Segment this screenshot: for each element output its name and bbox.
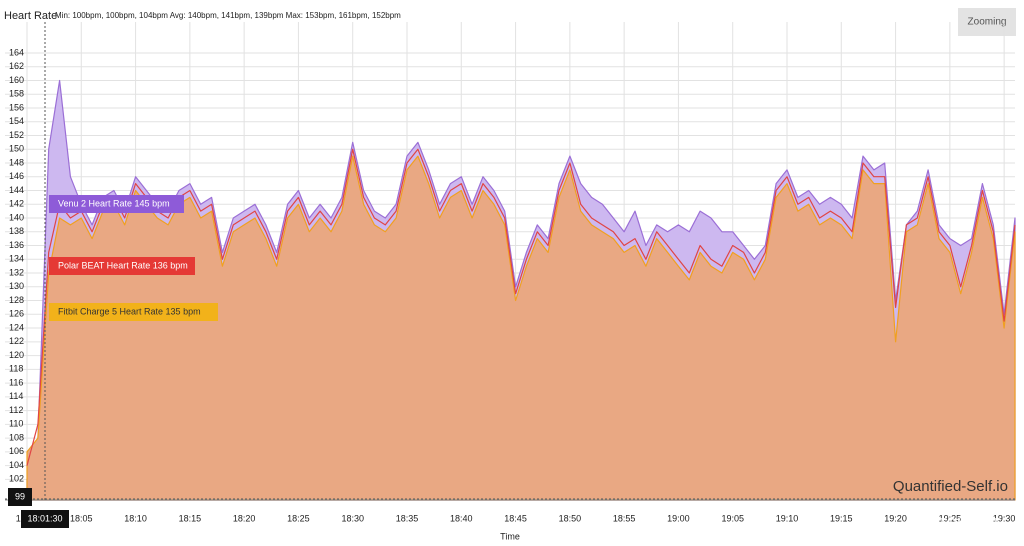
x-tick-label: 18:35 [396, 513, 419, 523]
y-tick-label: 102 [9, 474, 24, 484]
y-tick-label: 160 [9, 75, 24, 85]
y-tick-label: 120 [9, 350, 24, 360]
cursor-y-label: 99 [15, 491, 25, 501]
y-tick-label: 128 [9, 295, 24, 305]
x-tick-label: 19:20 [884, 513, 907, 523]
series-area [26, 155, 1016, 501]
y-tick-label: 118 [9, 364, 23, 374]
x-axis-title: Time [500, 531, 520, 541]
y-tick-label: 132 [9, 267, 24, 277]
y-tick-label: 126 [9, 309, 24, 319]
y-tick-label: 142 [9, 199, 24, 209]
y-tick-label: 144 [9, 185, 24, 195]
y-tick-label: 116 [9, 377, 23, 387]
x-tick-label: 19:15 [830, 513, 853, 523]
y-tick-label: 152 [9, 130, 24, 140]
x-tick-label: 18:10 [124, 513, 147, 523]
y-tick-label: 108 [9, 432, 24, 442]
y-tick-label: 164 [9, 47, 24, 57]
zoom-button[interactable] [958, 8, 1016, 36]
y-tick-label: 148 [9, 157, 24, 167]
y-tick-label: 106 [9, 446, 24, 456]
y-tick-label: 104 [9, 460, 24, 470]
cursor-x-box [21, 510, 69, 528]
tooltip-text: Fitbit Charge 5 Heart Rate 135 bpm [58, 306, 201, 316]
x-tick-label: 18:05 [70, 513, 93, 523]
y-tick-label: 110 [9, 419, 23, 429]
y-tick-label: 122 [9, 336, 24, 346]
x-tick-label: 19:00 [667, 513, 690, 523]
x-tick-label: 18:45 [504, 513, 527, 523]
tooltip-text: Polar BEAT Heart Rate 136 bpm [58, 260, 188, 270]
y-tick-label: 140 [9, 212, 24, 222]
series-line [26, 148, 1016, 466]
cursor-y-box [8, 488, 32, 506]
y-tick-label: 146 [9, 171, 24, 181]
x-tick-label: 18:50 [559, 513, 582, 523]
cursor-x-label: 18:01:30 [27, 513, 62, 523]
tooltip-box [49, 257, 195, 275]
tooltip-text: Venu 2 Heart Rate 145 bpm [58, 198, 170, 208]
chart-subtitle: Min: 100bpm, 100bpm, 104bpm Avg: 140bpm,… [55, 11, 401, 20]
y-tick-label: 114 [9, 391, 23, 401]
x-tick-label: 19:10 [776, 513, 799, 523]
zoom-button-label[interactable]: Zooming [968, 17, 1007, 28]
tooltip-box [49, 303, 218, 321]
chart-title: Heart Rate [4, 10, 57, 22]
y-tick-label: 130 [9, 281, 24, 291]
x-tick-label: 18:55 [613, 513, 636, 523]
x-tick-label: 18:30 [341, 513, 364, 523]
x-tick-label: 19:30 [993, 513, 1016, 523]
y-tick-label: 124 [9, 322, 24, 332]
x-tick-label: 18:25 [287, 513, 310, 523]
y-tick-label: 112 [9, 405, 23, 415]
x-tick-label: 19:05 [721, 513, 744, 523]
y-tick-label: 150 [9, 144, 24, 154]
tooltip-box [49, 195, 184, 213]
x-tick-label: 18:40 [450, 513, 473, 523]
y-tick-label: 162 [9, 61, 24, 71]
y-tick-label: 156 [9, 102, 24, 112]
y-tick-label: 158 [9, 89, 24, 99]
x-tick-label: 18:15 [179, 513, 202, 523]
y-tick-label: 154 [9, 116, 24, 126]
y-tick-label: 138 [9, 226, 24, 236]
y-tick-label: 136 [9, 240, 24, 250]
watermark: Quantified-Self.io [893, 478, 1008, 495]
logo: TOUCHIT [938, 515, 1000, 531]
y-tick-label: 134 [9, 254, 24, 264]
x-tick-label: 18:20 [233, 513, 256, 523]
x-tick-label: 19:25 [939, 513, 962, 523]
